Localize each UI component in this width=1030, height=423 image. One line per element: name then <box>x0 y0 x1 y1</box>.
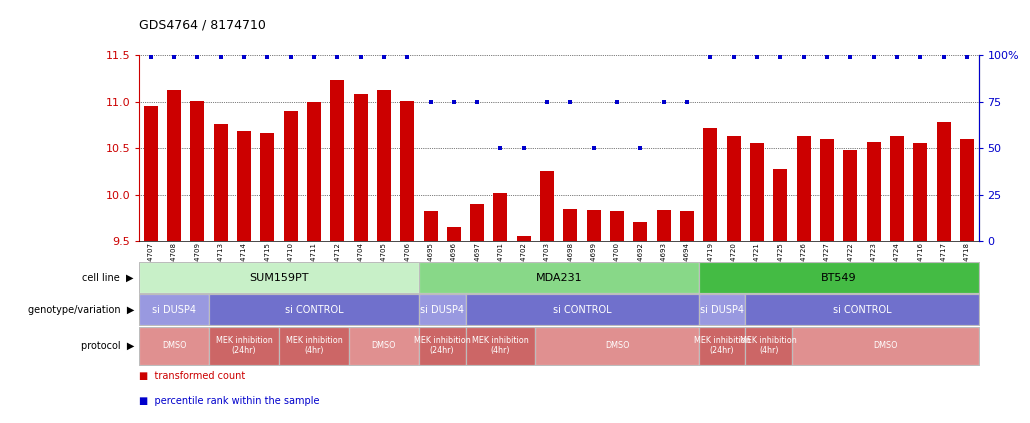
Bar <box>820 139 834 241</box>
Bar <box>890 136 904 241</box>
Bar <box>191 101 204 241</box>
Bar <box>774 170 787 241</box>
Text: MEK inhibition
(4hr): MEK inhibition (4hr) <box>472 336 528 355</box>
Text: si DUSP4: si DUSP4 <box>420 305 465 315</box>
Text: ■  transformed count: ■ transformed count <box>139 371 245 381</box>
Bar <box>144 106 158 241</box>
Text: DMSO: DMSO <box>162 341 186 350</box>
Bar <box>423 212 438 241</box>
Text: GDS4764 / 8174710: GDS4764 / 8174710 <box>139 19 266 32</box>
Bar <box>610 212 624 241</box>
Bar <box>844 150 857 241</box>
Bar <box>727 136 741 241</box>
Text: cell line  ▶: cell line ▶ <box>82 273 134 283</box>
Bar <box>213 124 228 241</box>
Text: si CONTROL: si CONTROL <box>284 305 343 315</box>
Bar <box>167 91 181 241</box>
Text: si DUSP4: si DUSP4 <box>700 305 744 315</box>
Bar <box>796 136 811 241</box>
Text: MEK inhibition
(24hr): MEK inhibition (24hr) <box>414 336 471 355</box>
Bar <box>866 143 881 241</box>
Text: genotype/variation  ▶: genotype/variation ▶ <box>28 305 134 315</box>
Bar <box>261 133 274 241</box>
Text: si DUSP4: si DUSP4 <box>152 305 196 315</box>
Bar <box>401 101 414 241</box>
Bar <box>307 102 321 241</box>
Text: SUM159PT: SUM159PT <box>249 273 309 283</box>
Text: MDA231: MDA231 <box>536 273 582 283</box>
Text: MEK inhibition
(4hr): MEK inhibition (4hr) <box>285 336 342 355</box>
Bar <box>657 210 671 241</box>
Bar <box>587 210 600 241</box>
Text: DMSO: DMSO <box>605 341 629 350</box>
Bar <box>633 222 648 241</box>
Text: MEK inhibition
(24hr): MEK inhibition (24hr) <box>215 336 272 355</box>
Text: BT549: BT549 <box>821 273 856 283</box>
Text: ■  percentile rank within the sample: ■ percentile rank within the sample <box>139 396 319 406</box>
Text: si CONTROL: si CONTROL <box>553 305 612 315</box>
Bar <box>470 204 484 241</box>
Bar <box>283 111 298 241</box>
Bar <box>703 128 717 241</box>
Bar <box>750 143 764 241</box>
Bar <box>353 94 368 241</box>
Text: MEK inhibition
(4hr): MEK inhibition (4hr) <box>741 336 797 355</box>
Bar <box>563 209 578 241</box>
Bar <box>960 139 973 241</box>
Text: DMSO: DMSO <box>873 341 897 350</box>
Bar <box>517 236 530 241</box>
Bar <box>377 91 390 241</box>
Text: protocol  ▶: protocol ▶ <box>80 341 134 351</box>
Text: DMSO: DMSO <box>372 341 397 350</box>
Bar <box>331 80 344 241</box>
Bar <box>237 131 251 241</box>
Bar <box>493 193 508 241</box>
Text: MEK inhibition
(24hr): MEK inhibition (24hr) <box>693 336 751 355</box>
Bar <box>447 227 460 241</box>
Bar <box>540 171 554 241</box>
Bar <box>680 212 694 241</box>
Bar <box>914 143 927 241</box>
Bar <box>936 122 951 241</box>
Text: si CONTROL: si CONTROL <box>832 305 891 315</box>
